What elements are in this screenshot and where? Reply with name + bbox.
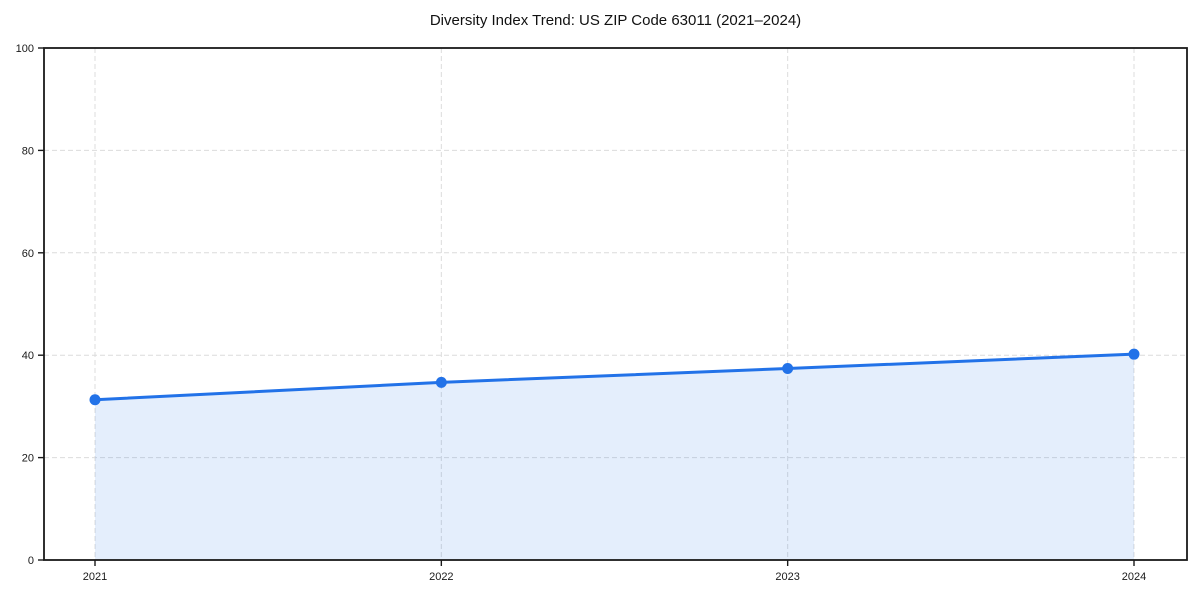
- x-tick-label: 2021: [83, 571, 107, 583]
- x-tick-label: 2022: [429, 571, 453, 583]
- y-tick-label: 20: [22, 453, 34, 465]
- trend-line: [93, 352, 1136, 402]
- data-point: [1128, 348, 1140, 360]
- y-tick-label: 80: [22, 145, 34, 157]
- x-tick-label: 2024: [1122, 571, 1146, 583]
- y-tick-label: 100: [16, 43, 34, 55]
- data-point: [435, 376, 447, 388]
- y-tick-label: 0: [28, 555, 34, 567]
- data-point: [89, 394, 101, 406]
- plot-border: [43, 47, 1188, 561]
- x-tick-label: 2023: [775, 571, 799, 583]
- y-tick-label: 60: [22, 248, 34, 260]
- data-point: [782, 363, 794, 375]
- y-tick-label: 40: [22, 350, 34, 362]
- area-fill: [95, 354, 1134, 560]
- chart-title: Diversity Index Trend: US ZIP Code 63011…: [429, 12, 802, 29]
